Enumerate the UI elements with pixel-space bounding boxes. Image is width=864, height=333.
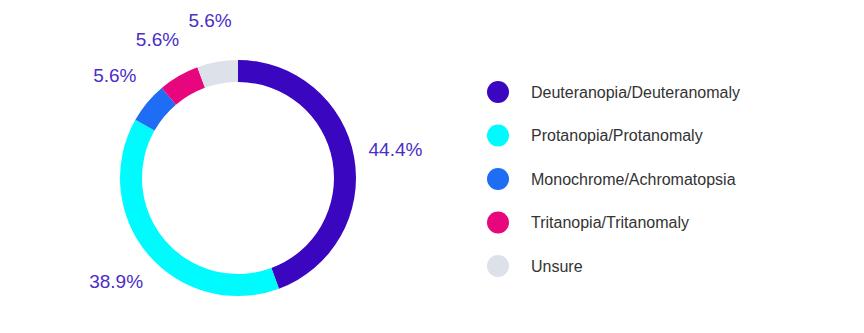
legend-swatch	[487, 255, 509, 277]
slice	[197, 60, 238, 88]
legend-label: Deuteranopia/Deuteranomaly	[531, 84, 740, 101]
data-label: 5.6%	[188, 10, 231, 31]
slice	[120, 120, 279, 296]
legend-item: Monochrome/Achromatopsia	[487, 168, 736, 190]
legend-item: Deuteranopia/Deuteranomaly	[487, 81, 740, 103]
data-label: 44.4%	[369, 139, 423, 160]
legend-label: Protanopia/Protanomaly	[531, 127, 703, 144]
legend-swatch	[487, 81, 509, 103]
data-label: 38.9%	[89, 271, 143, 292]
legend-label: Tritanopia/Tritanomaly	[531, 214, 689, 231]
data-label: 5.6%	[136, 29, 179, 50]
legend-label: Monochrome/Achromatopsia	[531, 171, 736, 188]
legend-item: Unsure	[487, 255, 583, 277]
data-label: 5.6%	[93, 65, 136, 86]
slice	[162, 67, 205, 105]
legend: Deuteranopia/Deuteranomaly Protanopia/Pro…	[487, 81, 740, 277]
legend-swatch	[487, 125, 509, 147]
data-labels: 44.4%38.9%5.6%5.6%5.6%	[89, 10, 422, 292]
chart: 44.4%38.9%5.6%5.6%5.6%Deuteranopia/Deute…	[0, 0, 864, 333]
legend-swatch	[487, 212, 509, 234]
legend-label: Unsure	[531, 258, 583, 275]
legend-swatch	[487, 168, 509, 190]
legend-item: Protanopia/Protanomaly	[487, 125, 703, 147]
legend-item: Tritanopia/Tritanomaly	[487, 212, 689, 234]
plot	[120, 60, 356, 296]
slice	[238, 60, 356, 289]
